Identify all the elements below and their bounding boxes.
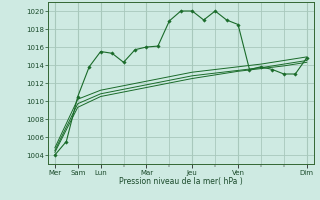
X-axis label: Pression niveau de la mer( hPa ): Pression niveau de la mer( hPa ) xyxy=(119,177,243,186)
